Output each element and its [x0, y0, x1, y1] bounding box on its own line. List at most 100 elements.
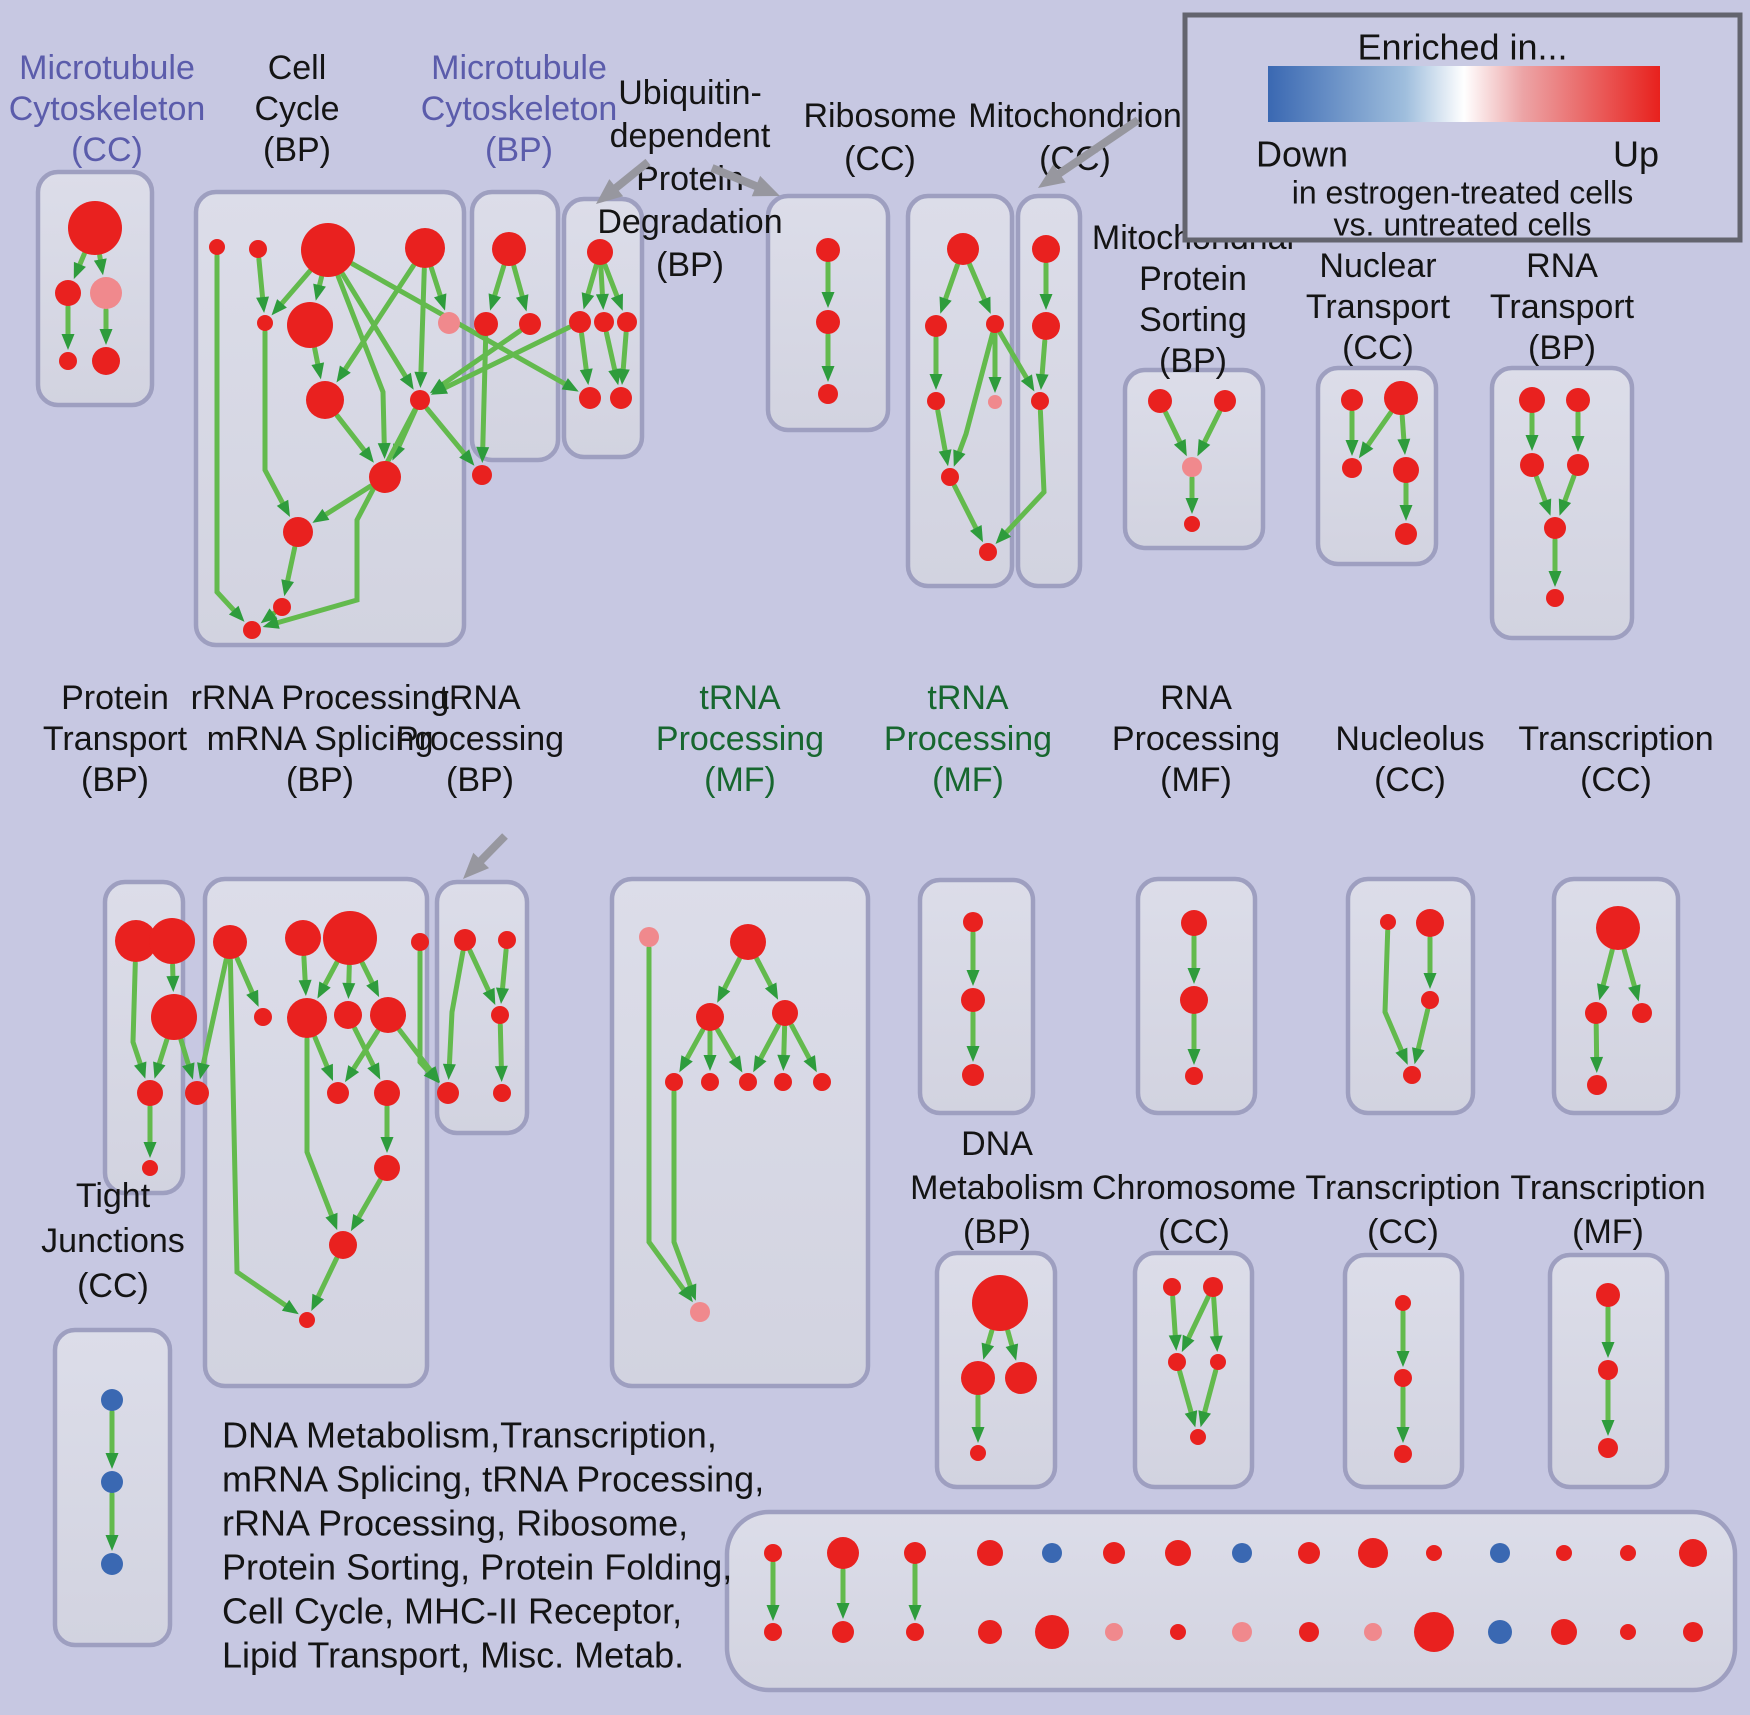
- annotation-arrow-head: [751, 175, 780, 197]
- summary-text-line: Cell Cycle, MHC-II Receptor,: [222, 1591, 682, 1632]
- go-term-node: [329, 1231, 357, 1259]
- go-term-node: [411, 933, 429, 951]
- go-term-node: [1585, 1002, 1607, 1024]
- edge-arrow-head: [61, 334, 75, 350]
- go-term-node: [1032, 312, 1060, 340]
- group-label-dna-metabolism: (BP): [963, 1213, 1031, 1251]
- group-label-tight-junctions: (CC): [77, 1267, 149, 1305]
- edge-arrow-head: [1571, 436, 1585, 452]
- group-label-cell-cycle: Cell: [268, 49, 327, 87]
- go-term-node: [374, 1080, 400, 1106]
- edge-arrow-line: [312, 1256, 339, 1306]
- go-term-node: [774, 1073, 792, 1091]
- edge-arrow-head: [143, 1142, 157, 1158]
- edge-arrow-line: [954, 331, 995, 461]
- go-term-node: [287, 302, 333, 348]
- edge-arrow-head: [595, 293, 609, 310]
- go-term-node: [1005, 1362, 1037, 1394]
- group-label-rna-processing-mf: (MF): [1160, 761, 1232, 799]
- group-label-protein-transport: (BP): [81, 761, 149, 799]
- go-term-node: [816, 238, 840, 262]
- go-term-node: [299, 1312, 315, 1328]
- group-label-mitochondrion-cc: Mitochondrion: [968, 97, 1182, 135]
- go-term-node: [1298, 1542, 1320, 1564]
- edge-arrow-head: [581, 292, 595, 310]
- edge-arrow-head: [971, 1427, 985, 1443]
- edge-arrow-head: [1397, 438, 1411, 455]
- go-term-node: [1184, 516, 1200, 532]
- group-label-trna-processing-bp: tRNA: [439, 679, 521, 717]
- group-label-trna-processing-mf-large: Processing: [656, 720, 824, 758]
- edge-arrow-head: [608, 368, 621, 386]
- edge-arrow-head: [1601, 1342, 1615, 1358]
- go-term-node: [569, 311, 591, 333]
- edge-arrow-head: [134, 1061, 147, 1079]
- edge-arrow-head: [1197, 439, 1211, 457]
- group-label-trna-processing-bp: (BP): [446, 761, 514, 799]
- go-term-node: [1384, 381, 1418, 415]
- edge-arrow-line: [234, 956, 258, 1002]
- go-term-node: [1210, 1354, 1226, 1370]
- edge-arrow-line: [214, 253, 241, 618]
- edge-arrow-line: [603, 330, 619, 379]
- go-term-node: [492, 232, 526, 266]
- edge-arrow-head: [442, 1063, 456, 1080]
- go-term-node: [1683, 1622, 1703, 1642]
- edge-arrow-line: [334, 413, 371, 459]
- edge-arrow-head: [256, 296, 269, 313]
- legend-box: [1182, 12, 1743, 243]
- edge-arrow-head: [271, 299, 287, 316]
- edge-arrow-line: [446, 949, 466, 1074]
- edge-arrow-head: [1173, 439, 1187, 457]
- go-term-node: [1232, 1622, 1252, 1642]
- go-term-node: [59, 352, 77, 370]
- edge-arrow-head: [728, 1055, 743, 1073]
- go-term-node: [818, 384, 838, 404]
- group-label-nuclear-transport: Transport: [1306, 288, 1451, 326]
- edge-arrow-head: [1395, 1047, 1408, 1065]
- annotation-arrow-line: [710, 164, 765, 193]
- go-term-node: [1148, 389, 1172, 413]
- edge-arrow-head: [970, 525, 983, 543]
- go-term-node: [334, 1001, 362, 1029]
- go-term-node: [1105, 1623, 1123, 1641]
- edge-arrow-line: [352, 1025, 379, 1074]
- edge-arrow-head: [496, 987, 509, 1004]
- edge-arrow-head: [345, 1065, 360, 1083]
- edge-arrow-head: [764, 982, 779, 1000]
- edge-arrow-head: [978, 296, 991, 314]
- group-label-ribosome-cc: Ribosome: [803, 97, 956, 135]
- go-term-node: [213, 925, 247, 959]
- group-label-transcription-mf: (MF): [1572, 1213, 1644, 1251]
- edge-arrow-line: [935, 408, 949, 460]
- edge-arrow-head: [276, 499, 290, 517]
- go-term-node: [639, 927, 659, 947]
- go-term-node: [273, 598, 291, 616]
- go-term-node: [374, 1155, 400, 1181]
- edge-arrow-head: [1597, 983, 1610, 1001]
- edge-arrow-line: [227, 957, 294, 1312]
- edge-arrow-head: [929, 374, 943, 390]
- summary-text-line: Protein Sorting, Protein Folding,: [222, 1547, 732, 1588]
- go-term-node: [986, 315, 1004, 333]
- edge-arrow-head: [197, 1062, 210, 1080]
- group-label-nuclear-transport: (CC): [1342, 329, 1414, 367]
- go-term-node: [1544, 517, 1566, 539]
- edge-arrow-line: [671, 1089, 696, 1295]
- edge-arrow-head: [1005, 1343, 1019, 1361]
- go-term-node: [1395, 1295, 1411, 1311]
- edge-arrow-head: [988, 377, 1002, 393]
- go-term-node: [1214, 390, 1236, 412]
- group-label-rrna-mrna-bp: rRNA Processing: [191, 679, 450, 717]
- go-term-node: [1394, 1445, 1412, 1463]
- edge-arrow-line: [339, 263, 416, 378]
- edge-arrow-line: [304, 1036, 337, 1225]
- edge-arrow-head: [359, 446, 374, 463]
- edge-arrow-line: [620, 330, 629, 379]
- edge-arrow-line: [467, 948, 494, 1000]
- edge-arrow-head: [1168, 1334, 1182, 1351]
- edge-arrow-head: [1525, 435, 1539, 451]
- go-term-node: [301, 223, 355, 277]
- edge-arrow-head: [488, 293, 501, 311]
